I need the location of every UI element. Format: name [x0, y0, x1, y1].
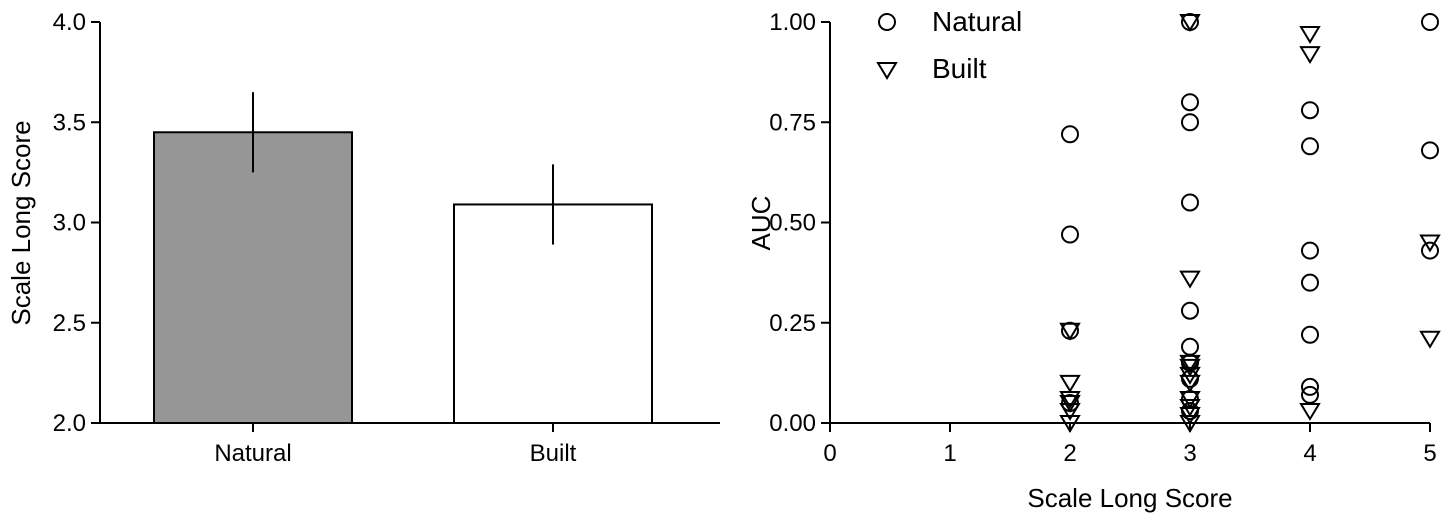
y-tick-label: 4.0: [53, 9, 86, 36]
x-tick-label: 2: [1063, 440, 1076, 467]
point-natural: [1181, 301, 1199, 320]
point-built: [1059, 402, 1081, 421]
x-tick-label: 5: [1423, 440, 1436, 467]
point-built: [1059, 415, 1081, 433]
x-tick-label-built: Built: [530, 440, 577, 467]
y-tick-label: 0.50: [769, 210, 816, 237]
y-tick-label: 2.0: [53, 410, 86, 437]
point-built: [1419, 330, 1441, 349]
point-natural: [1181, 93, 1199, 112]
point-built: [1059, 374, 1081, 393]
x-tick-label: 3: [1183, 440, 1196, 467]
point-built: [1179, 14, 1201, 32]
x-tick-label: 1: [943, 440, 956, 467]
y-tick-label: 0.25: [769, 310, 816, 337]
scatter-chart-axes: 0 1 2 3 4 5 0.00 0.25 0.50 0.75 1.00: [769, 9, 1436, 467]
bar-group: [153, 131, 653, 424]
point-built: [1179, 374, 1201, 393]
point-built: [1299, 46, 1321, 65]
point-natural: [1181, 193, 1199, 212]
point-natural: [1421, 241, 1439, 260]
bar-natural: [153, 131, 353, 424]
legend-natural-circle-icon: [878, 13, 896, 31]
scatter-x-axis-title: Scale Long Score: [1027, 483, 1232, 513]
point-built: [1179, 270, 1201, 289]
point-natural: [1421, 141, 1439, 160]
bar-chart-panel: Natural Built 2.0 2.5 3.0 3.5 4.0 Scale Long S…: [6, 9, 720, 467]
y-tick-label: 0.75: [769, 109, 816, 136]
x-tick-label: 4: [1303, 440, 1316, 467]
scatter-point-group: [1059, 13, 1441, 433]
legend-label-built: Built: [932, 53, 987, 84]
point-natural: [1301, 273, 1319, 292]
point-natural: [1301, 377, 1319, 396]
y-tick-label: 3.5: [53, 109, 86, 136]
point-built: [1419, 234, 1441, 253]
legend: Natural Built: [876, 6, 1022, 84]
point-natural: [1301, 385, 1319, 404]
y-tick-label: 0.00: [769, 410, 816, 437]
legend-built-triangle-icon: [876, 62, 898, 80]
point-built: [1059, 322, 1081, 341]
point-built: [1179, 354, 1201, 373]
legend-label-natural: Natural: [932, 6, 1022, 37]
bar-chart-axes: Natural Built 2.0 2.5 3.0 3.5 4.0: [53, 9, 720, 467]
scatter-chart-panel: 0 1 2 3 4 5 0.00 0.25 0.50 0.75 1.00 Natural Built…: [746, 6, 1441, 513]
point-natural: [1301, 325, 1319, 344]
point-natural: [1181, 337, 1199, 356]
scatter-y-axis-title: AUC: [746, 196, 776, 251]
error-bar-group: [252, 92, 554, 245]
point-natural: [1181, 113, 1199, 132]
point-built: [1299, 26, 1321, 44]
point-built: [1059, 390, 1081, 409]
y-tick-label: 3.0: [53, 210, 86, 237]
point-natural: [1421, 13, 1439, 31]
y-tick-label: 2.5: [53, 310, 86, 337]
point-natural: [1301, 137, 1319, 156]
point-built: [1179, 415, 1201, 433]
x-tick-label: 0: [823, 440, 836, 467]
point-natural: [1301, 101, 1319, 120]
point-natural: [1061, 225, 1079, 244]
y-tick-label: 1.00: [769, 9, 816, 36]
x-tick-label-natural: Natural: [214, 440, 291, 467]
point-built: [1299, 402, 1321, 421]
point-natural: [1061, 125, 1079, 144]
bar-chart-y-axis-title: Scale Long Score: [6, 120, 36, 325]
point-natural: [1301, 241, 1319, 260]
